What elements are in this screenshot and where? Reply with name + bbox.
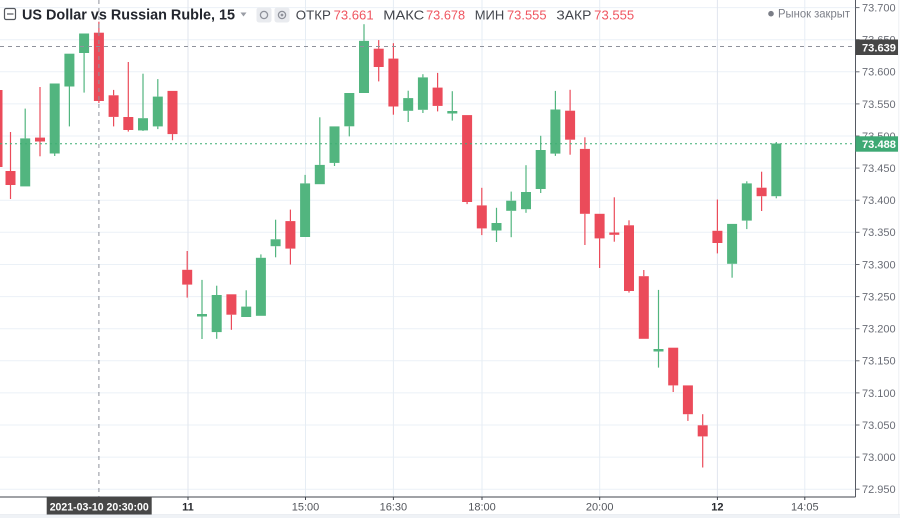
svg-text:20:00: 20:00 <box>586 502 614 514</box>
svg-text:2021-03-10 20:30:00: 2021-03-10 20:30:00 <box>50 502 149 514</box>
svg-text:73.488: 73.488 <box>862 139 896 151</box>
svg-text:73.555: 73.555 <box>507 8 547 23</box>
svg-text:73.250: 73.250 <box>862 292 896 304</box>
svg-text:73.000: 73.000 <box>862 452 896 464</box>
svg-text:73.600: 73.600 <box>862 67 896 79</box>
svg-text:12: 12 <box>711 502 723 514</box>
svg-text:73.200: 73.200 <box>862 324 896 336</box>
svg-text:ЗАКР: ЗАКР <box>556 8 591 23</box>
svg-text:73.150: 73.150 <box>862 356 896 368</box>
svg-text:73.700: 73.700 <box>862 3 896 15</box>
svg-text:73.661: 73.661 <box>334 8 374 23</box>
svg-text:73.555: 73.555 <box>594 8 634 23</box>
svg-text:16:30: 16:30 <box>380 502 408 514</box>
svg-text:73.678: 73.678 <box>426 8 465 23</box>
svg-text:73.400: 73.400 <box>862 195 896 207</box>
svg-text:73.350: 73.350 <box>862 227 896 239</box>
svg-text:73.450: 73.450 <box>862 163 896 175</box>
svg-text:11: 11 <box>182 502 194 514</box>
svg-text:14:05: 14:05 <box>791 502 819 514</box>
svg-text:73.050: 73.050 <box>862 420 896 432</box>
svg-text:72.950: 72.950 <box>862 484 896 496</box>
svg-text:Рынок закрыт: Рынок закрыт <box>778 7 850 21</box>
svg-text:18:00: 18:00 <box>468 502 496 514</box>
svg-text:73.550: 73.550 <box>862 99 896 111</box>
svg-text:МАКС: МАКС <box>383 8 424 23</box>
svg-text:73.100: 73.100 <box>862 388 896 400</box>
svg-text:73.300: 73.300 <box>862 259 896 271</box>
svg-text:15:00: 15:00 <box>292 502 320 514</box>
svg-text:US Dollar vs Russian Ruble, 15: US Dollar vs Russian Ruble, 15 <box>22 7 235 24</box>
svg-text:ОТКР: ОТКР <box>296 8 331 23</box>
svg-text:73.639: 73.639 <box>862 42 896 54</box>
svg-text:МИН: МИН <box>475 8 505 23</box>
